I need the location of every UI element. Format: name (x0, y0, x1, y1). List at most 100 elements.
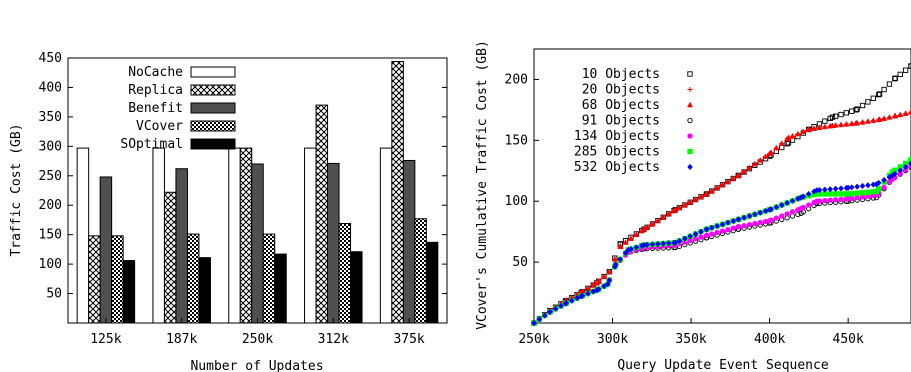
data-point (638, 242, 645, 249)
data-point (859, 194, 866, 200)
data-point (794, 130, 801, 137)
data-point (741, 214, 747, 221)
data-point (676, 237, 683, 245)
data-point (902, 67, 909, 73)
left-legend-label: VCover (136, 119, 183, 134)
right-legend-marker (687, 148, 693, 155)
data-point (832, 191, 839, 197)
data-point (606, 276, 613, 284)
bar-soptimal-187k (198, 257, 211, 324)
right-legend-marker (686, 101, 694, 108)
data-point (838, 191, 844, 197)
right-x-tick-label: 400k (754, 332, 785, 347)
data-point (719, 181, 726, 188)
data-point (730, 225, 736, 231)
left-bars (76, 61, 439, 324)
bar-soptimal-375k (425, 241, 439, 324)
data-point (725, 226, 731, 233)
data-point (864, 118, 871, 124)
right-y-tick-label: 50 (512, 255, 528, 270)
bar-replica-250k (239, 147, 253, 324)
data-point (767, 149, 774, 155)
left-y-tick-label: 150 (39, 228, 62, 243)
data-point (827, 186, 834, 193)
right-plot-frame (533, 48, 911, 324)
data-point (558, 302, 564, 310)
left-x-tick-label: 187k (166, 332, 197, 347)
left-x-ticks: 125k 187k 250k 312k 375k (90, 318, 425, 347)
data-point (531, 319, 537, 327)
bar-vcover-312k (338, 222, 352, 324)
data-point (595, 285, 602, 293)
left-x-axis-label: Number of Updates (190, 359, 323, 372)
data-point (784, 199, 790, 207)
left-legend-swatch (190, 102, 236, 114)
data-point (907, 108, 911, 115)
left-legend-swatch (190, 66, 236, 78)
bar-benefit-187k (175, 168, 188, 324)
data-point (789, 213, 796, 219)
data-point (633, 231, 640, 238)
left-chart: 50 100 150 200 250 300 350 400 450 125k 187k 250k 3… (9, 51, 448, 372)
data-point (746, 212, 753, 220)
right-y-tick-label: 100 (505, 194, 528, 209)
right-x-axis-label: Query Update Event Sequence (617, 358, 828, 372)
right-legend-label: 285 Objects (574, 145, 660, 160)
data-point (865, 99, 871, 105)
right-legend-label: 134 Objects (574, 129, 660, 144)
data-point (751, 211, 758, 218)
left-y-tick-label: 250 (39, 169, 62, 184)
data-point (665, 210, 672, 217)
left-y-tick-label: 50 (46, 287, 62, 302)
data-point (865, 189, 871, 195)
data-point (811, 188, 817, 195)
data-point (800, 128, 807, 134)
right-legend-label: 20 Objects (582, 83, 660, 98)
left-legend: NoCache Replica Benefit VCover SOptimal (120, 65, 236, 152)
data-point (859, 102, 866, 109)
left-y-axis-label: Traffic Cost (GB) (9, 123, 24, 256)
left-legend-swatch (190, 84, 236, 96)
data-point (671, 239, 677, 246)
bar-vcover-187k (186, 233, 200, 324)
data-point (784, 135, 791, 142)
data-point (870, 189, 876, 195)
data-point (854, 190, 860, 196)
data-point (881, 184, 887, 191)
data-point (805, 190, 812, 198)
left-x-tick-label: 312k (318, 332, 349, 347)
data-point (536, 316, 543, 323)
data-point (681, 235, 688, 242)
data-point (692, 230, 699, 238)
data-point (848, 184, 855, 191)
data-point (849, 195, 855, 201)
data-point (854, 119, 861, 126)
data-point (832, 113, 839, 119)
data-point (708, 187, 715, 194)
data-point (891, 112, 898, 119)
left-legend-label: Replica (128, 83, 183, 98)
data-point (849, 190, 855, 197)
data-point (859, 190, 866, 196)
data-point (590, 288, 597, 295)
data-point (762, 218, 769, 225)
bar-vcover-250k (262, 233, 276, 324)
right-legend-marker (687, 133, 693, 139)
data-point (692, 236, 699, 242)
data-point (806, 202, 812, 208)
data-point (876, 91, 883, 97)
data-point (601, 282, 607, 290)
data-point (751, 160, 758, 167)
data-point (611, 256, 618, 262)
data-point (897, 111, 904, 118)
right-legend-label: 68 Objects (582, 98, 660, 113)
series-91-objects (531, 164, 911, 326)
data-point (843, 196, 850, 202)
bar-nocache-312k (304, 147, 317, 324)
bar-benefit-312k (327, 162, 340, 324)
data-point (633, 244, 640, 251)
data-point (779, 213, 785, 219)
data-point (902, 163, 909, 171)
left-y-tick-label: 450 (39, 51, 62, 66)
